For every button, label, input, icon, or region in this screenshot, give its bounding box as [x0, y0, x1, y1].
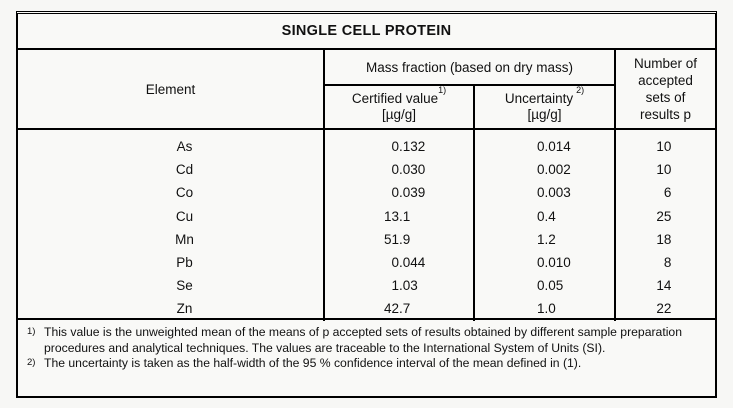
- p-cell: 10: [656, 139, 672, 154]
- element-cell: Co: [175, 185, 194, 201]
- element-column: As Cd Co Cu Mn Pb Se Zn: [18, 130, 323, 321]
- footnote-marker: 1): [27, 326, 36, 337]
- certified-values-table: SINGLE CELL PROTEIN Element Mass fractio…: [16, 11, 717, 398]
- table-body: As Cd Co Cu Mn Pb Se Zn 0.132 0.030 0.039 13.1 51.9…: [18, 130, 715, 321]
- uncertainty-cell: 0.003: [536, 185, 571, 201]
- p-cell: 22: [656, 301, 672, 317]
- element-cell: Zn: [176, 301, 193, 317]
- uncertainty-cell: 0.002: [536, 162, 571, 178]
- p-cell: 10: [656, 162, 672, 178]
- footnote-2: 2) The uncertainty is taken as the half-w…: [24, 356, 705, 372]
- element-cell: Mn: [175, 231, 194, 247]
- certified-cell: 0.044: [391, 254, 426, 270]
- header-element: Element: [145, 81, 196, 97]
- uncertainty-cell: 0.014: [536, 139, 571, 154]
- header-certified-unit: [µg/g]: [381, 107, 417, 122]
- header-mass-fraction: Mass fraction (based on dry mass): [323, 50, 614, 86]
- p-cell: 14: [656, 278, 672, 294]
- p-cell: 25: [656, 208, 672, 224]
- footnote-ref-1: 1): [438, 85, 447, 95]
- certified-cell: 51.9: [383, 231, 411, 247]
- uncertainty-cell: 0.010: [536, 254, 571, 270]
- header-certified-label: Certified value1): [351, 85, 447, 106]
- certified-cell: 0.039: [391, 185, 426, 201]
- uncertainty-column: 0.014 0.002 0.003 0.4 1.2 0.010 0.05 1.0: [473, 130, 614, 321]
- certified-cell: 13.1: [383, 208, 411, 224]
- table-title: SINGLE CELL PROTEIN: [18, 14, 715, 50]
- footnote-text: This value is the unweighted mean of the…: [44, 325, 682, 355]
- element-cell: Cu: [175, 208, 194, 224]
- footnotes: 1) This value is the unweighted mean of t…: [18, 320, 715, 372]
- uncertainty-cell: 1.0: [536, 301, 556, 317]
- footnote-ref-2: 2): [576, 85, 585, 95]
- element-cell: As: [176, 139, 193, 154]
- footnote-1: 1) This value is the unweighted mean of t…: [24, 325, 705, 356]
- certified-cell: 42.7: [383, 301, 411, 317]
- p-cell: 18: [656, 231, 672, 247]
- p-column: 10 10 6 25 18 8 14 22: [614, 130, 715, 321]
- header-uncertainty: Uncertainty2) [µg/g]: [473, 86, 614, 128]
- header-uncertainty-unit: [µg/g]: [527, 107, 562, 122]
- certified-cell: 0.132: [391, 139, 426, 154]
- table-header: Element Mass fraction (based on dry mass…: [18, 50, 715, 130]
- element-cell: Se: [176, 278, 193, 294]
- uncertainty-cell: 0.05: [536, 278, 564, 294]
- certified-column: 0.132 0.030 0.039 13.1 51.9 0.044 1.03 42.7: [323, 130, 473, 321]
- element-cell: Pb: [176, 254, 193, 270]
- uncertainty-cell: 0.4: [536, 208, 556, 224]
- p-cell: 8: [663, 254, 672, 270]
- certified-cell: 0.030: [391, 162, 426, 178]
- header-accepted-sets: Number of accepted sets of results p: [614, 50, 715, 128]
- footnote-marker: 2): [27, 357, 36, 368]
- footnote-text: The uncertainty is taken as the half-wid…: [44, 356, 582, 370]
- uncertainty-cell: 1.2: [536, 231, 556, 247]
- p-cell: 6: [663, 185, 672, 201]
- header-certified-value: Certified value1) [µg/g]: [323, 86, 473, 128]
- header-uncertainty-label: Uncertainty2): [504, 85, 585, 106]
- element-cell: Cd: [175, 162, 194, 178]
- certified-cell: 1.03: [391, 278, 418, 294]
